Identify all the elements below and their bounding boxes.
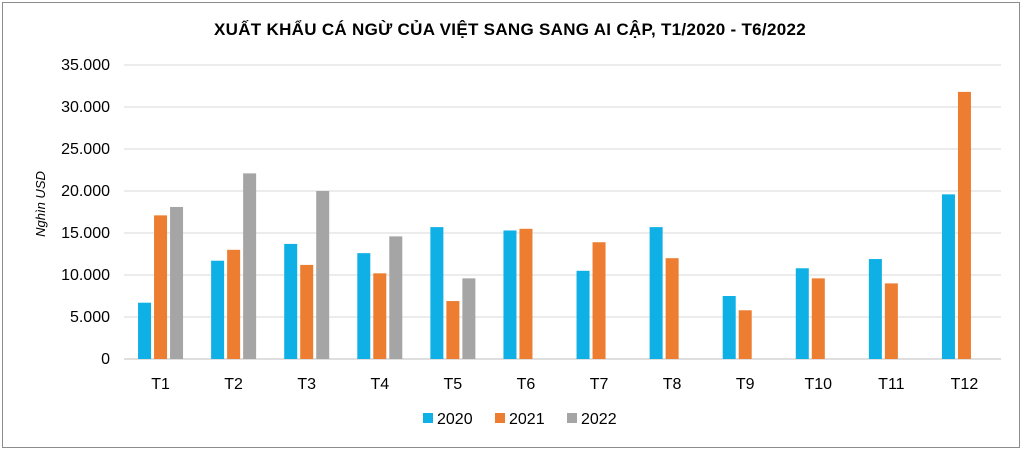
bar-2020-T11: [868, 259, 882, 359]
x-tick-label: T8: [663, 376, 682, 393]
gridlines: [124, 64, 1001, 360]
y-tick-label: 30.000: [61, 99, 110, 116]
x-tick-label: T11: [878, 376, 904, 393]
y-tick-label: 0: [101, 351, 110, 368]
bar-2020-T2: [211, 260, 225, 359]
bar-2020-T8: [649, 227, 663, 359]
bar-2020-T10: [795, 268, 809, 359]
bar-2022-T3: [316, 191, 330, 359]
x-tick-labels: T1 T2 T3 T4 T5 T6 T7 T8 T9 T10 T11 T12: [151, 376, 978, 393]
y-tick-label: 15.000: [61, 225, 110, 242]
bar-2022-T5: [462, 278, 476, 359]
bar-2020-T12: [941, 194, 955, 359]
legend-label-2021: 2021: [509, 411, 545, 428]
y-tick-label: 20.000: [61, 183, 110, 200]
chart-title: XUẤT KHẨU CÁ NGỪ CỦA VIỆT SANG SANG AI C…: [214, 20, 806, 39]
bar-2021-T9: [738, 310, 752, 359]
bar-2020-T7: [576, 270, 590, 359]
bar-2021-T4: [373, 273, 387, 359]
x-tick-label: T10: [805, 376, 833, 393]
bar-2021-T5: [446, 301, 460, 359]
x-tick-label: T7: [590, 376, 609, 393]
bar-2021-T6: [519, 228, 533, 359]
y-tick-label: 5.000: [70, 309, 110, 326]
y-axis-label: Nghìn USD: [33, 171, 48, 237]
bar-2020-T5: [430, 227, 444, 359]
bar-2021-T11: [884, 283, 898, 359]
legend-label-2020: 2020: [437, 411, 473, 428]
bar-2021-T2: [227, 249, 241, 359]
bar-2020-T4: [357, 253, 371, 359]
bar-2022-T2: [243, 173, 257, 359]
bar-2020-T6: [503, 230, 517, 359]
legend-swatch-2022: [567, 413, 577, 423]
bars: [138, 91, 971, 359]
legend-label-2022: 2022: [581, 411, 617, 428]
y-tick-label: 35.000: [61, 57, 110, 74]
bar-2021-T1: [154, 215, 168, 359]
bar-2021-T8: [665, 258, 679, 359]
bar-2021-T3: [300, 264, 314, 359]
y-tick-label: 25.000: [61, 141, 110, 158]
bar-2020-T1: [138, 302, 152, 359]
x-tick-label: T3: [297, 376, 316, 393]
bar-chart: XUẤT KHẨU CÁ NGỪ CỦA VIỆT SANG SANG AI C…: [33, 20, 1001, 428]
y-tick-labels: 0 5.000 10.000 15.000 20.000 25.000 30.000 35.0…: [61, 57, 110, 368]
x-tick-label: T6: [517, 376, 536, 393]
x-tick-label: T5: [444, 376, 463, 393]
y-tick-label: 10.000: [61, 267, 110, 284]
x-tick-label: T4: [370, 376, 389, 393]
x-tick-label: T9: [736, 376, 755, 393]
legend: 2020 2021 2022: [423, 411, 617, 428]
x-tick-label: T1: [151, 376, 170, 393]
bar-2021-T12: [957, 91, 971, 359]
legend-swatch-2020: [423, 413, 433, 423]
x-tick-label: T12: [951, 376, 979, 393]
bar-2022-T1: [170, 206, 184, 359]
bar-2021-T10: [811, 278, 825, 359]
bar-2022-T4: [389, 236, 403, 359]
bar-2020-T9: [722, 296, 736, 359]
legend-swatch-2021: [495, 413, 505, 423]
bar-2020-T3: [284, 243, 298, 359]
x-tick-label: T2: [224, 376, 243, 393]
bar-2021-T7: [592, 242, 606, 359]
